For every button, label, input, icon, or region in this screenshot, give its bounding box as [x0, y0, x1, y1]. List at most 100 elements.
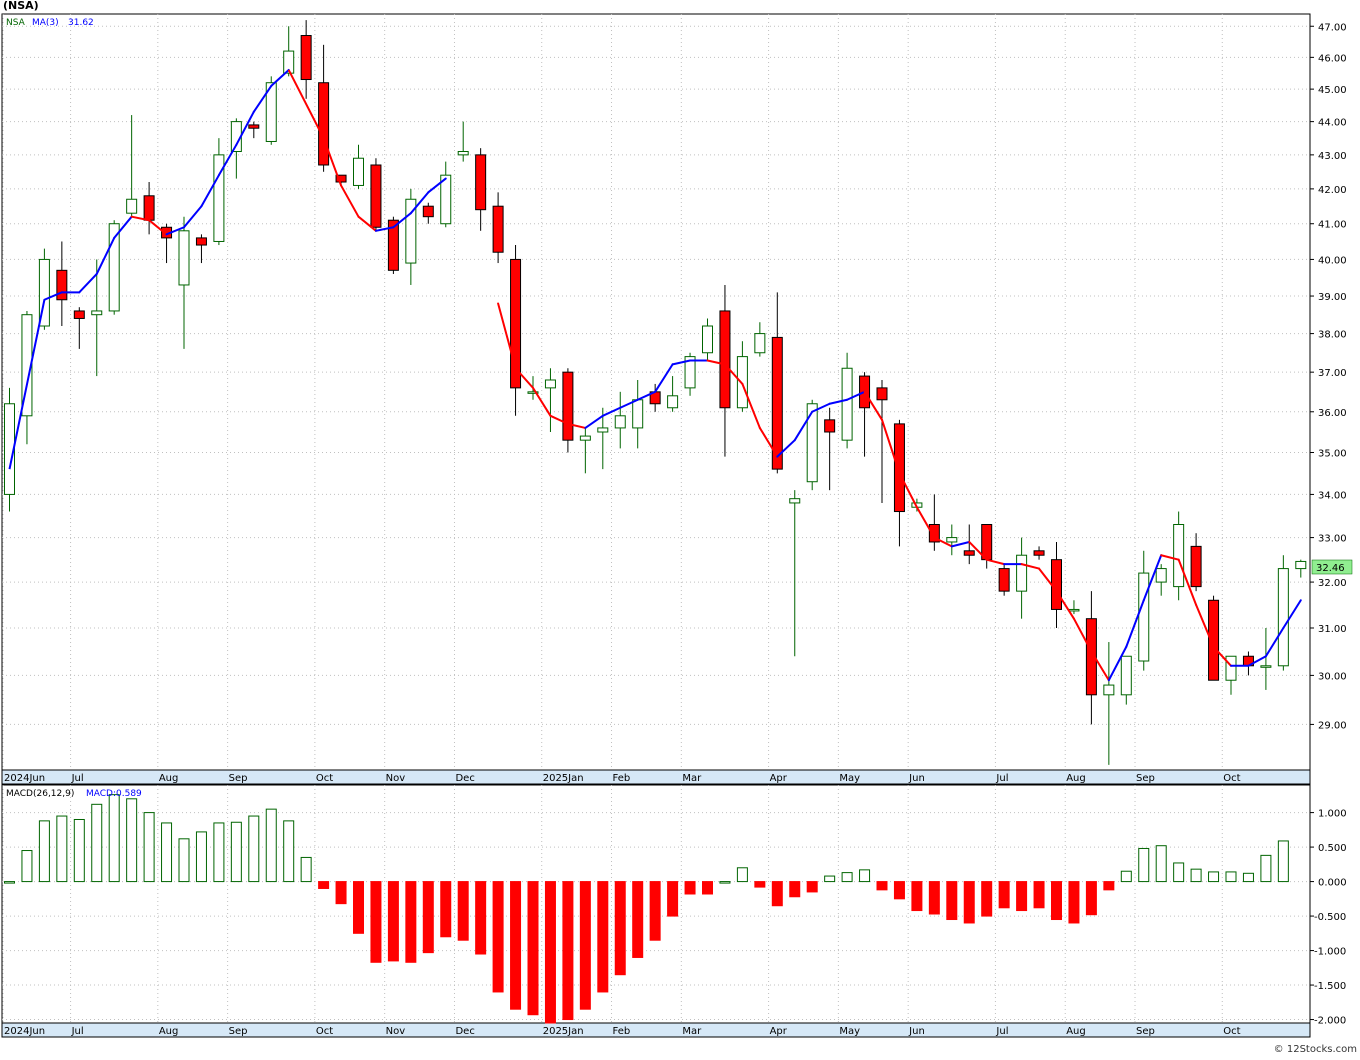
candle — [1033, 546, 1045, 560]
price-x-tick-label: Oct — [1223, 773, 1240, 784]
ma3-segment — [741, 382, 761, 429]
candle-body — [126, 198, 138, 214]
candle-body — [946, 537, 958, 543]
macd-bar — [876, 881, 888, 891]
ma3-segment — [252, 84, 273, 113]
macd-y-tick-label: -1.500 — [1314, 981, 1346, 992]
last-price-badge — [1311, 559, 1353, 575]
ma3-segment — [340, 184, 360, 218]
price-y-tick-label: 38.00 — [1318, 330, 1347, 341]
price-y-axis: 29.00 30.00 31.00 32.00 33.00 34.00 35.00 36.00… — [1310, 22, 1347, 731]
candle — [928, 494, 940, 551]
macd-x-tick-label: Aug — [1066, 1026, 1086, 1037]
price-y-tick-label: 33.00 — [1318, 534, 1347, 545]
candle-body — [370, 164, 382, 228]
macd-bar — [946, 881, 958, 921]
candle-body — [754, 333, 766, 354]
ma3-segment — [898, 472, 918, 509]
macd-bar — [1277, 840, 1289, 883]
price-y-tick-label: 41.00 — [1318, 220, 1347, 231]
candle — [1208, 595, 1220, 681]
price-x-tick-label: May — [839, 773, 860, 784]
macd-bar — [1138, 847, 1150, 883]
macd-bar — [353, 881, 364, 934]
price-y-tick-label: 46.00 — [1318, 53, 1347, 64]
candle-body — [422, 205, 434, 218]
ma3-segment — [1247, 655, 1267, 667]
ma3-segment — [374, 226, 395, 232]
macd-legend-value: MACD:0.589 — [86, 789, 142, 799]
candle-body — [544, 379, 556, 389]
macd-bar — [1103, 881, 1115, 891]
candle — [1173, 511, 1185, 601]
macd-bar — [684, 881, 696, 895]
ma3-segment — [148, 219, 168, 236]
candle — [963, 524, 975, 565]
macd-bar — [702, 881, 713, 895]
candle — [318, 44, 330, 172]
macd-bar — [649, 881, 661, 941]
candle — [893, 419, 905, 547]
candle-body — [387, 219, 399, 271]
candle-body — [527, 391, 539, 394]
macd-x-tick-label: Apr — [770, 1026, 788, 1037]
candle — [73, 307, 85, 349]
candle — [457, 121, 469, 162]
candle-body — [562, 371, 574, 441]
candle-body — [38, 258, 50, 327]
price-y-tick-label: 32.00 — [1318, 578, 1347, 589]
macd-y-tick-label: 1.000 — [1318, 809, 1347, 820]
macd-bar — [963, 881, 975, 924]
candle — [492, 192, 504, 264]
ma3-segment — [1107, 645, 1128, 682]
macd-bar — [998, 881, 1010, 909]
macd-bar — [841, 872, 853, 883]
price-y-tick-label: 43.00 — [1318, 151, 1347, 162]
candle-body — [579, 435, 591, 441]
candle — [21, 310, 33, 445]
ma3-segment — [549, 414, 569, 425]
ma3-line — [8, 68, 1302, 682]
macd-bar — [1016, 881, 1028, 912]
candle-body — [1085, 618, 1097, 696]
ma3-segment — [846, 390, 866, 401]
candle-body — [457, 151, 469, 156]
macd-x-tick-label: 2024Jun — [4, 1026, 45, 1037]
macd-bar — [161, 822, 173, 883]
candle-body — [56, 269, 68, 301]
ma3-segment — [950, 540, 971, 548]
macd-y-tick-label: 0.500 — [1318, 843, 1347, 854]
candle-body — [841, 367, 853, 441]
price-x-tick-label: Apr — [770, 773, 788, 784]
macd-bar — [789, 881, 801, 898]
macd-bar — [248, 815, 260, 883]
ma3-segment — [584, 414, 604, 429]
candle-body — [893, 423, 905, 513]
candle — [667, 376, 679, 412]
price-y-tick-label: 34.00 — [1318, 490, 1347, 501]
candle-body — [1103, 684, 1115, 696]
candle — [405, 188, 417, 285]
macd-bar — [1068, 881, 1080, 924]
candle — [824, 407, 836, 491]
macd-bar — [1242, 872, 1254, 883]
candle-body — [440, 174, 452, 225]
candle — [736, 341, 748, 412]
ma3-segment — [78, 272, 98, 294]
ma3-segment — [636, 390, 657, 401]
ma3-segment — [915, 506, 936, 539]
ma3-segment — [566, 422, 587, 429]
candle — [614, 391, 626, 449]
candle-body — [1016, 554, 1028, 592]
macd-bar — [893, 881, 905, 900]
candle — [91, 259, 103, 377]
macd-bar — [754, 881, 766, 888]
macd-bar — [370, 881, 382, 963]
candle-body — [1208, 599, 1220, 681]
macd-bar — [387, 881, 399, 962]
candle-body — [1051, 559, 1062, 610]
macd-bar — [492, 881, 504, 993]
candle-body — [876, 387, 888, 401]
price-x-tick-label: Dec — [455, 773, 474, 784]
